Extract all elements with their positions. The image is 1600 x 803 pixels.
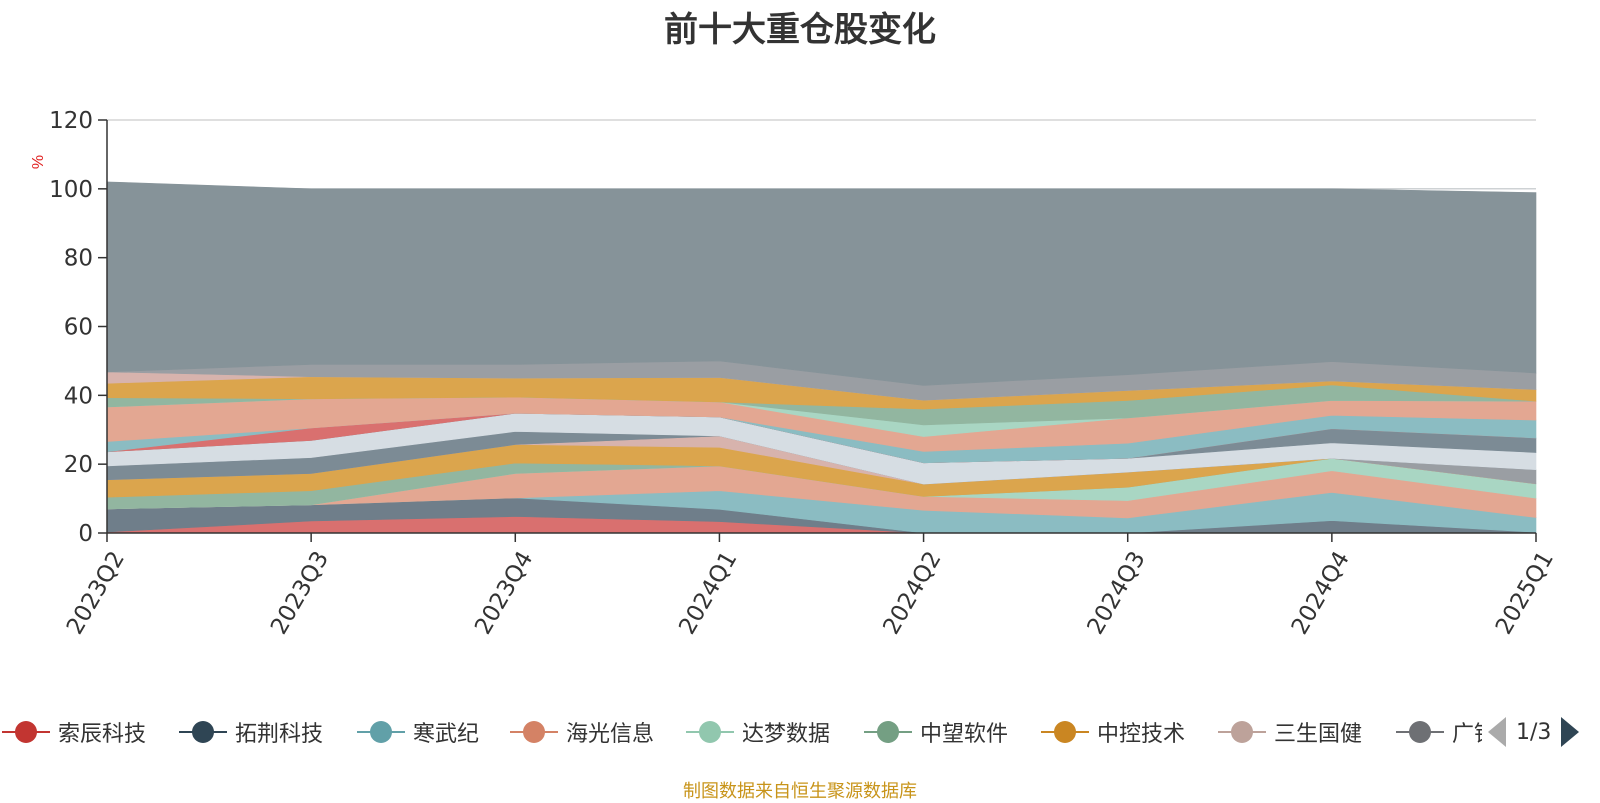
y-tick-label: 120 [49,108,93,134]
legend-label: 拓荆科技 [235,722,324,747]
legend-item[interactable]: 中控技术 [1039,706,1185,758]
y-tick-label: 0 [78,521,93,547]
y-tick-label: 100 [49,177,93,203]
y-axis-unit-label: % [30,155,47,169]
legend-label: 索辰科技 [58,722,147,747]
legend-item[interactable]: 广钢气体 [1394,706,1482,758]
legend-marker-icon [508,706,560,758]
legend-item[interactable]: 海光信息 [508,706,654,758]
legend-page-indicator: 1/3 [1516,719,1552,745]
y-tick-label: 40 [64,383,93,409]
legend-pager: 1/3 [1488,706,1580,758]
legend-item[interactable]: 寒武纪 [355,706,479,758]
legend-marker-icon [1394,706,1446,758]
y-tick-label: 60 [64,315,93,341]
x-tick-label: 2023Q3 [266,547,334,639]
x-tick-label: 2025Q1 [1491,547,1559,639]
legend-marker-icon [0,706,52,758]
x-tick-label: 2024Q3 [1083,547,1151,639]
legend-items: 索辰科技 拓荆科技 寒武纪 海光信息 达梦数据 中望软件 中控技术 三生国健 广钢气体 [0,706,1482,758]
x-tick-label: 2023Q4 [470,547,538,639]
legend-label: 海光信息 [566,722,655,747]
legend-item[interactable]: 达梦数据 [684,706,830,758]
legend: 索辰科技 拓荆科技 寒武纪 海光信息 达梦数据 中望软件 中控技术 三生国健 广钢气体 1/3 [0,706,1600,758]
legend-marker-icon [177,706,229,758]
area-series [106,181,1537,534]
legend-label: 中望软件 [920,722,1009,747]
legend-marker-icon [862,706,914,758]
x-tick-label: 2024Q1 [674,547,742,639]
legend-marker-icon [355,706,407,758]
legend-marker-icon [1216,706,1268,758]
area-series-21 [106,181,1537,386]
legend-item[interactable]: 索辰科技 [0,706,146,758]
legend-next-page-icon[interactable] [1561,717,1580,747]
legend-label: 广钢气体 [1452,722,1482,747]
data-source-note: 制图数据来自恒生聚源数据库 [683,781,917,802]
legend-label: 达梦数据 [742,722,831,747]
legend-label: 中控技术 [1097,722,1186,747]
x-tick-label: 2023Q2 [62,547,130,639]
legend-item[interactable]: 中望软件 [862,706,1008,758]
y-tick-label: 20 [64,452,93,478]
x-tick-label: 2024Q2 [878,547,946,639]
y-tick-label: 80 [64,246,93,272]
legend-item[interactable]: 三生国健 [1216,706,1362,758]
legend-item[interactable]: 拓荆科技 [177,706,323,758]
chart-title: 前十大重仓股变化 [664,10,936,50]
legend-label: 寒武纪 [413,722,480,747]
legend-prev-page-icon[interactable] [1488,717,1506,747]
legend-marker-icon [1039,706,1091,758]
x-tick-label: 2024Q4 [1287,547,1355,639]
stacked-area-chart: 0 20 40 60 80 100 120 2023Q2 2023Q3 2023Q4 2024Q1 2… [30,108,1559,639]
legend-marker-icon [684,706,736,758]
legend-label: 三生国健 [1274,722,1363,747]
